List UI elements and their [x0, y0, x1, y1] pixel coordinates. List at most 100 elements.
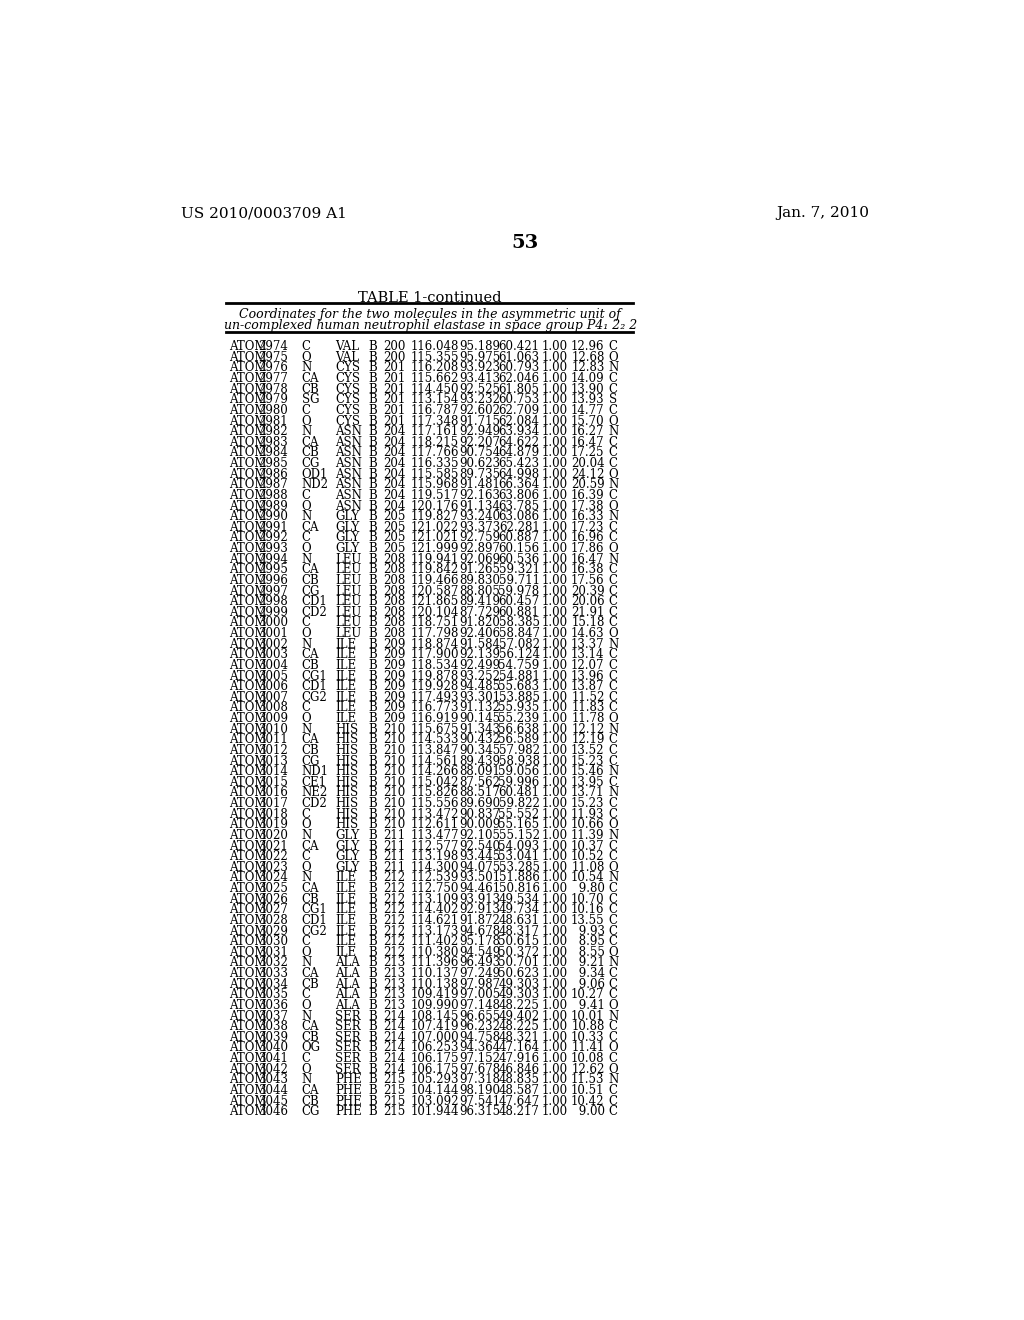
Text: 1.00: 1.00 — [542, 669, 567, 682]
Text: 12.12: 12.12 — [571, 722, 604, 735]
Text: N: N — [302, 362, 312, 375]
Text: GLY: GLY — [335, 840, 359, 853]
Text: 3031: 3031 — [258, 946, 288, 958]
Text: 93.913: 93.913 — [459, 892, 500, 906]
Text: 119.941: 119.941 — [411, 553, 459, 566]
Text: 15.23: 15.23 — [571, 797, 604, 810]
Text: B: B — [369, 957, 377, 969]
Text: 53: 53 — [511, 234, 539, 252]
Text: N: N — [302, 553, 312, 566]
Text: 103.092: 103.092 — [411, 1094, 459, 1107]
Text: 212: 212 — [383, 903, 406, 916]
Text: 8.95: 8.95 — [574, 935, 604, 948]
Text: 11.53: 11.53 — [571, 1073, 604, 1086]
Text: B: B — [369, 1010, 377, 1023]
Text: 3010: 3010 — [258, 722, 288, 735]
Text: 111.402: 111.402 — [411, 935, 459, 948]
Text: ATOM: ATOM — [228, 722, 266, 735]
Text: 208: 208 — [383, 616, 406, 630]
Text: 118.874: 118.874 — [411, 638, 459, 651]
Text: ATOM: ATOM — [228, 414, 266, 428]
Text: N: N — [302, 722, 312, 735]
Text: 93.445: 93.445 — [459, 850, 500, 863]
Text: N: N — [302, 829, 312, 842]
Text: 98.190: 98.190 — [459, 1084, 500, 1097]
Text: 8.55: 8.55 — [574, 946, 604, 958]
Text: 214: 214 — [383, 1031, 406, 1044]
Text: ATOM: ATOM — [228, 1031, 266, 1044]
Text: B: B — [369, 999, 377, 1012]
Text: 9.34: 9.34 — [574, 968, 604, 979]
Text: 97.318: 97.318 — [459, 1073, 500, 1086]
Text: 204: 204 — [383, 425, 406, 438]
Text: ATOM: ATOM — [228, 766, 266, 779]
Text: ATOM: ATOM — [228, 808, 266, 821]
Text: ATOM: ATOM — [228, 1105, 266, 1118]
Text: SER: SER — [335, 1020, 360, 1034]
Text: 210: 210 — [383, 818, 406, 832]
Text: ATOM: ATOM — [228, 659, 266, 672]
Text: CB: CB — [302, 574, 319, 587]
Text: ATOM: ATOM — [228, 393, 266, 407]
Text: 48.317: 48.317 — [499, 924, 540, 937]
Text: 215: 215 — [383, 1073, 406, 1086]
Text: N: N — [608, 478, 618, 491]
Text: 12.19: 12.19 — [571, 734, 604, 746]
Text: 3023: 3023 — [258, 861, 288, 874]
Text: LEU: LEU — [335, 564, 361, 577]
Text: 1.00: 1.00 — [542, 1010, 567, 1023]
Text: ATOM: ATOM — [228, 457, 266, 470]
Text: 92.163: 92.163 — [459, 488, 500, 502]
Text: 105.293: 105.293 — [411, 1073, 459, 1086]
Text: LEU: LEU — [335, 574, 361, 587]
Text: 107.000: 107.000 — [411, 1031, 459, 1044]
Text: 63.934: 63.934 — [499, 425, 540, 438]
Text: 12.62: 12.62 — [571, 1063, 604, 1076]
Text: 209: 209 — [383, 659, 406, 672]
Text: B: B — [369, 935, 377, 948]
Text: C: C — [608, 1084, 617, 1097]
Text: CA: CA — [302, 882, 319, 895]
Text: 1.00: 1.00 — [542, 1063, 567, 1076]
Text: 91.481: 91.481 — [459, 478, 500, 491]
Text: ATOM: ATOM — [228, 585, 266, 598]
Text: ILE: ILE — [335, 913, 356, 927]
Text: N: N — [608, 722, 618, 735]
Text: 113.198: 113.198 — [411, 850, 459, 863]
Text: 204: 204 — [383, 436, 406, 449]
Text: 2990: 2990 — [258, 510, 288, 523]
Text: 14.77: 14.77 — [571, 404, 604, 417]
Text: CB: CB — [302, 744, 319, 756]
Text: ATOM: ATOM — [228, 968, 266, 979]
Text: 10.08: 10.08 — [571, 1052, 604, 1065]
Text: 213: 213 — [383, 978, 406, 991]
Text: B: B — [369, 553, 377, 566]
Text: C: C — [608, 978, 617, 991]
Text: 1.00: 1.00 — [542, 1031, 567, 1044]
Text: 2975: 2975 — [258, 351, 288, 364]
Text: ATOM: ATOM — [228, 882, 266, 895]
Text: N: N — [608, 957, 618, 969]
Text: B: B — [369, 574, 377, 587]
Text: ATOM: ATOM — [228, 553, 266, 566]
Text: 214: 214 — [383, 1063, 406, 1076]
Text: B: B — [369, 648, 377, 661]
Text: 97.987: 97.987 — [459, 978, 500, 991]
Text: 210: 210 — [383, 776, 406, 789]
Text: B: B — [369, 341, 377, 354]
Text: 51.886: 51.886 — [499, 871, 540, 884]
Text: C: C — [608, 797, 617, 810]
Text: 1.00: 1.00 — [542, 882, 567, 895]
Text: 46.846: 46.846 — [499, 1063, 540, 1076]
Text: 212: 212 — [383, 946, 406, 958]
Text: 55.935: 55.935 — [499, 701, 540, 714]
Text: C: C — [608, 701, 617, 714]
Text: 60.887: 60.887 — [499, 532, 540, 544]
Text: 3044: 3044 — [258, 1084, 288, 1097]
Text: GLY: GLY — [335, 521, 359, 533]
Text: 109.419: 109.419 — [411, 989, 459, 1002]
Text: 1.00: 1.00 — [542, 627, 567, 640]
Text: 116.787: 116.787 — [411, 404, 459, 417]
Text: ATOM: ATOM — [228, 648, 266, 661]
Text: 94.758: 94.758 — [459, 1031, 500, 1044]
